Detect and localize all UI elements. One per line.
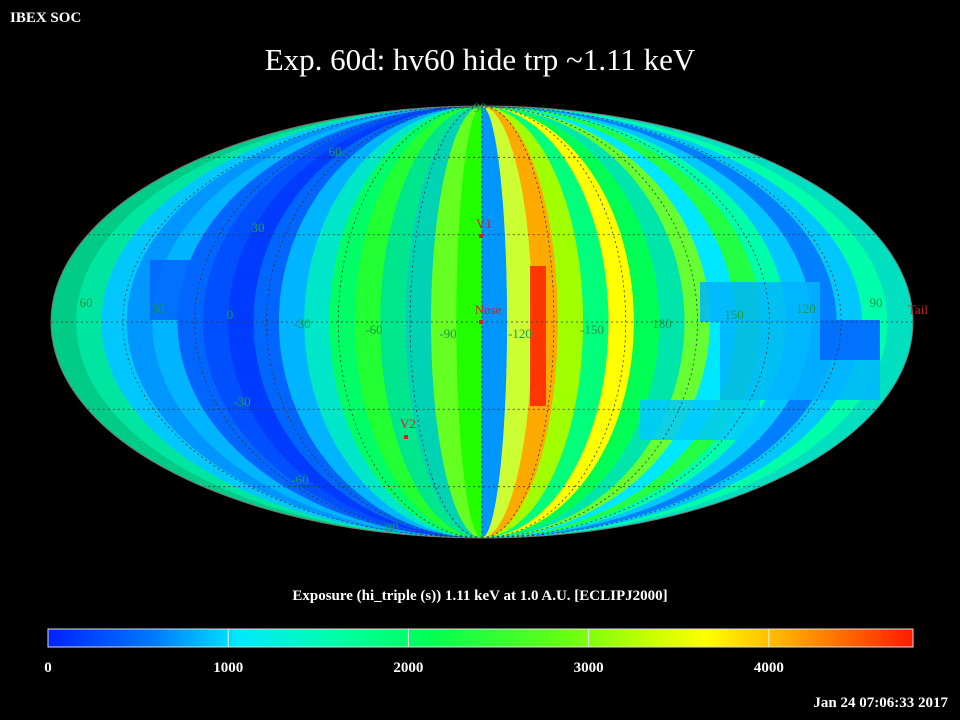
colorbar-tick-label: 4000 <box>753 660 784 676</box>
latitude-label: 60 <box>329 144 342 159</box>
longitude-label: 30 <box>152 301 165 316</box>
colorbar <box>47 628 914 648</box>
longitude-label: -150 <box>580 322 604 337</box>
longitude-label: -30 <box>293 316 310 331</box>
longitude-label: 90 <box>870 295 883 310</box>
map-title: Exp. 60d: hv60 hide trp ~1.11 keV <box>264 42 696 77</box>
longitude-line <box>122 106 483 538</box>
longitude-label: -60 <box>365 322 382 337</box>
exposure-hotspots <box>150 260 880 440</box>
longitude-line <box>337 106 483 538</box>
longitude-line <box>481 106 627 538</box>
exposure-patch <box>820 320 880 360</box>
exposure-patch <box>700 282 820 322</box>
colorbar-tick-label: 0 <box>44 660 52 676</box>
graticule <box>51 106 913 538</box>
latitude-labels: 90 60 30 -30 -60 -90 <box>233 100 486 535</box>
colorbar-tick-label: 1000 <box>213 660 244 676</box>
longitude-label: 120 <box>796 301 816 316</box>
longitude-line <box>194 106 483 538</box>
longitude-line <box>266 106 483 538</box>
marker-dot <box>479 320 483 324</box>
colorbar-tick-label: 2000 <box>393 660 424 676</box>
organization-label: IBEX SOC <box>10 10 82 26</box>
exposure-patch <box>530 266 546 406</box>
exposure-patch <box>150 260 190 320</box>
marker-label-v2: V2 <box>400 416 416 431</box>
latitude-label: -30 <box>233 394 250 409</box>
latitude-label: -60 <box>291 472 308 487</box>
reference-markers: V1 Nose V2 Tail <box>400 216 928 439</box>
marker-label-v1: V1 <box>476 216 492 231</box>
longitude-line <box>481 106 698 538</box>
marker-label-tail: Tail <box>908 302 928 317</box>
exposure-patch <box>640 400 760 440</box>
longitude-label: 150 <box>724 307 744 322</box>
timestamp: Jan 24 07:06:33 2017 <box>813 695 948 711</box>
colorbar-caption: Exposure (hi_triple (s)) 1.11 keV at 1.0… <box>292 588 668 604</box>
longitude-line <box>481 106 842 538</box>
longitude-line <box>481 106 555 538</box>
longitude-line <box>481 106 770 538</box>
map-outline <box>50 105 914 539</box>
colorbar-dividers <box>227 629 770 647</box>
longitude-line <box>409 106 483 538</box>
marker-dot <box>479 234 483 238</box>
longitude-label: 180 <box>652 316 672 331</box>
marker-label-nose: Nose <box>475 302 502 317</box>
longitude-labels: 60 30 0 -30 -60 -90 -120 -150 180 150 120 90 <box>80 295 883 341</box>
longitude-label: -90 <box>439 326 456 341</box>
longitude-label: -120 <box>508 326 532 341</box>
longitude-label: 0 <box>227 307 234 322</box>
longitude-label: 60 <box>80 295 93 310</box>
latitude-label: -90 <box>381 520 398 535</box>
latitude-label: 30 <box>252 220 265 235</box>
latitude-label: 90 <box>474 100 487 115</box>
marker-dot <box>404 435 408 439</box>
colorbar-tick-label: 3000 <box>573 660 604 676</box>
